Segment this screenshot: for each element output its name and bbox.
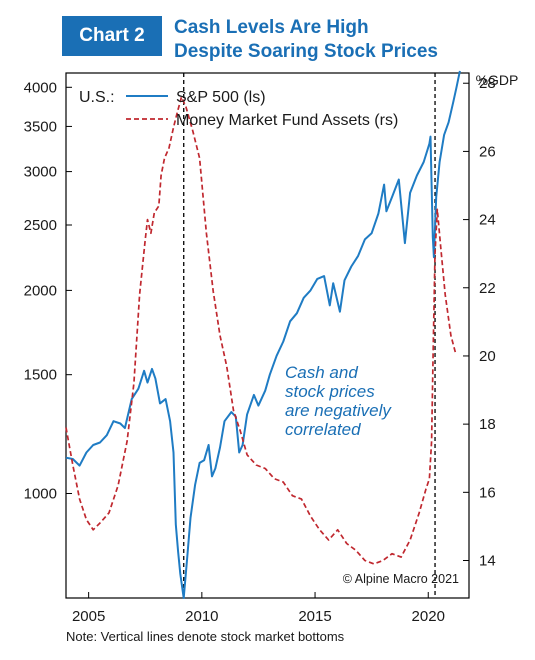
right-y-tick-label: 18 — [479, 416, 496, 433]
copyright: © Alpine Macro 2021 — [343, 572, 459, 586]
x-tick-label: 2015 — [298, 608, 331, 625]
right-y-tick-label: 26 — [479, 143, 496, 160]
footnote: Note: Vertical lines denote stock market… — [66, 629, 345, 644]
left-y-tick-label: 1500 — [24, 367, 57, 384]
money-market-line — [65, 96, 457, 565]
legend-sp500-label: S&P 500 (ls) — [176, 89, 266, 106]
legend-region-label: U.S.: — [79, 89, 115, 106]
right-axis-unit: %GDP — [476, 72, 519, 88]
right-y-tick-label: 14 — [479, 553, 496, 570]
legend-money-market-label: Money Market Fund Assets (rs) — [176, 112, 398, 129]
right-y-tick-label: 28 — [479, 75, 496, 92]
left-y-tick-label: 2000 — [24, 282, 57, 299]
left-y-tick-label: 3500 — [24, 118, 57, 135]
sp500-line — [65, 70, 461, 599]
chart-title-line-2: Despite Soaring Stock Prices — [174, 41, 438, 62]
right-y-tick-label: 22 — [479, 280, 496, 297]
chart-number-badge: Chart 2 — [62, 16, 162, 56]
left-y-tick-label: 4000 — [24, 79, 57, 96]
left-y-tick-label: 2500 — [24, 217, 57, 234]
annotation-line: Cash and — [285, 363, 358, 382]
right-y-tick-label: 16 — [479, 484, 496, 501]
left-y-tick-label: 3000 — [24, 164, 57, 181]
right-y-tick-label: 24 — [479, 212, 496, 229]
annotation-line: are negatively — [285, 401, 392, 420]
x-tick-label: 2005 — [72, 608, 105, 625]
x-tick-label: 2010 — [185, 608, 218, 625]
annotation-line: correlated — [285, 420, 361, 439]
chart-title-line-1: Cash Levels Are High — [174, 17, 369, 38]
x-tick-label: 2020 — [412, 608, 445, 625]
right-y-tick-label: 20 — [479, 348, 496, 365]
left-y-tick-label: 1000 — [24, 485, 57, 502]
annotation-line: stock prices — [285, 382, 375, 401]
plot-frame — [65, 72, 470, 599]
